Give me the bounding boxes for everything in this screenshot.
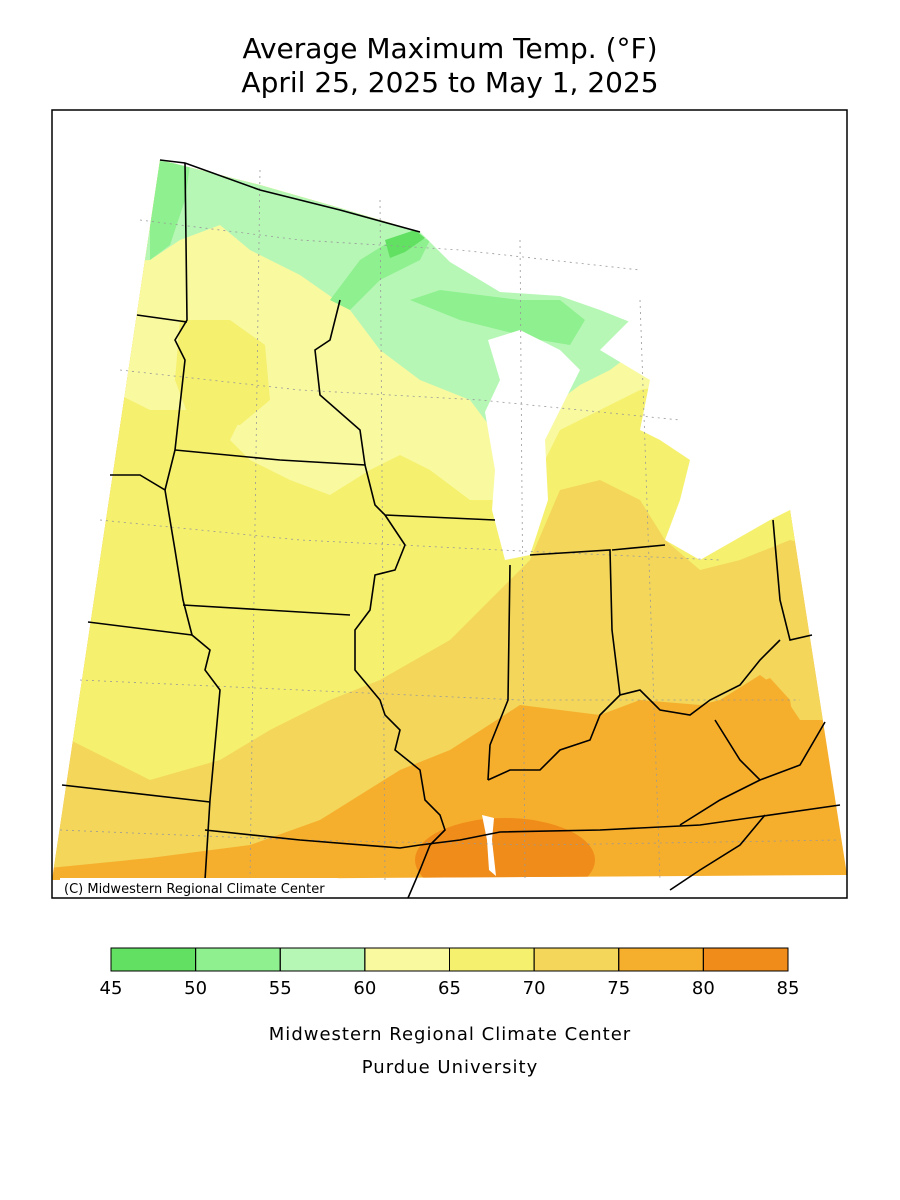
- map-title: Average Maximum Temp. (°F): [242, 32, 657, 65]
- border: [669, 814, 766, 891]
- map-subtitle: April 25, 2025 to May 1, 2025: [241, 66, 658, 99]
- legend-tick-label: 80: [692, 978, 715, 999]
- legend-swatch: [195, 947, 281, 972]
- border: [487, 639, 781, 781]
- legend-swatch: [110, 947, 197, 972]
- border: [159, 159, 421, 233]
- border: [136, 314, 188, 323]
- border: [407, 844, 431, 898]
- footer-line: Purdue University: [362, 1057, 538, 1078]
- border: [182, 604, 351, 616]
- border: [164, 162, 188, 491]
- map-zone: [415, 818, 595, 880]
- map-zone: [330, 235, 430, 310]
- legend-tick-label: 55: [269, 978, 292, 999]
- border: [314, 299, 366, 466]
- grid-line: [119, 369, 681, 421]
- state-borders: [61, 159, 841, 898]
- border: [419, 804, 841, 846]
- footer-line: Midwestern Regional Climate Center: [269, 1024, 631, 1045]
- legend-tick-label: 45: [100, 978, 123, 999]
- legend-swatch: [618, 947, 704, 972]
- map-zone: [150, 160, 190, 260]
- grid-line: [139, 219, 641, 271]
- border: [611, 544, 666, 551]
- map-zone: [385, 230, 425, 258]
- legend-tick-label: 65: [438, 978, 461, 999]
- lake-huron: [600, 300, 860, 560]
- credit: (C) Midwestern Regional Climate Center: [64, 882, 325, 897]
- border: [174, 449, 496, 521]
- legend-tick-label: 70: [523, 978, 546, 999]
- lake-superior: [420, 105, 650, 330]
- legend-tick-label: 75: [607, 978, 630, 999]
- map-frame: [51, 109, 848, 899]
- legend-swatch: [702, 947, 789, 972]
- legend: 45 50 55 60 65 70 75 80 85: [100, 947, 800, 999]
- grid-line: [249, 169, 261, 881]
- legend-swatch: [449, 947, 535, 972]
- legend-tick-label: 60: [353, 978, 376, 999]
- border: [204, 829, 421, 849]
- grid-line: [639, 299, 661, 881]
- border: [487, 564, 511, 781]
- map-zone: [175, 320, 270, 425]
- border: [87, 621, 193, 636]
- lake-michigan: [485, 330, 580, 560]
- grid-line: [59, 829, 841, 846]
- legend-tick-label: 50: [184, 978, 207, 999]
- map-zone: [410, 290, 585, 345]
- border: [679, 779, 761, 826]
- legend-swatch: [279, 947, 366, 972]
- map-zone: [720, 678, 795, 760]
- lakes: [420, 105, 860, 876]
- credit-box: [60, 878, 338, 896]
- legend-swatch: [533, 947, 620, 972]
- border: [772, 519, 813, 641]
- legend-tick-label: 85: [777, 978, 800, 999]
- border: [529, 549, 621, 696]
- grid-line: [79, 679, 800, 701]
- border: [61, 784, 211, 803]
- lake-kentucky: [482, 815, 496, 876]
- border: [354, 514, 446, 846]
- legend-swatch: [364, 947, 450, 972]
